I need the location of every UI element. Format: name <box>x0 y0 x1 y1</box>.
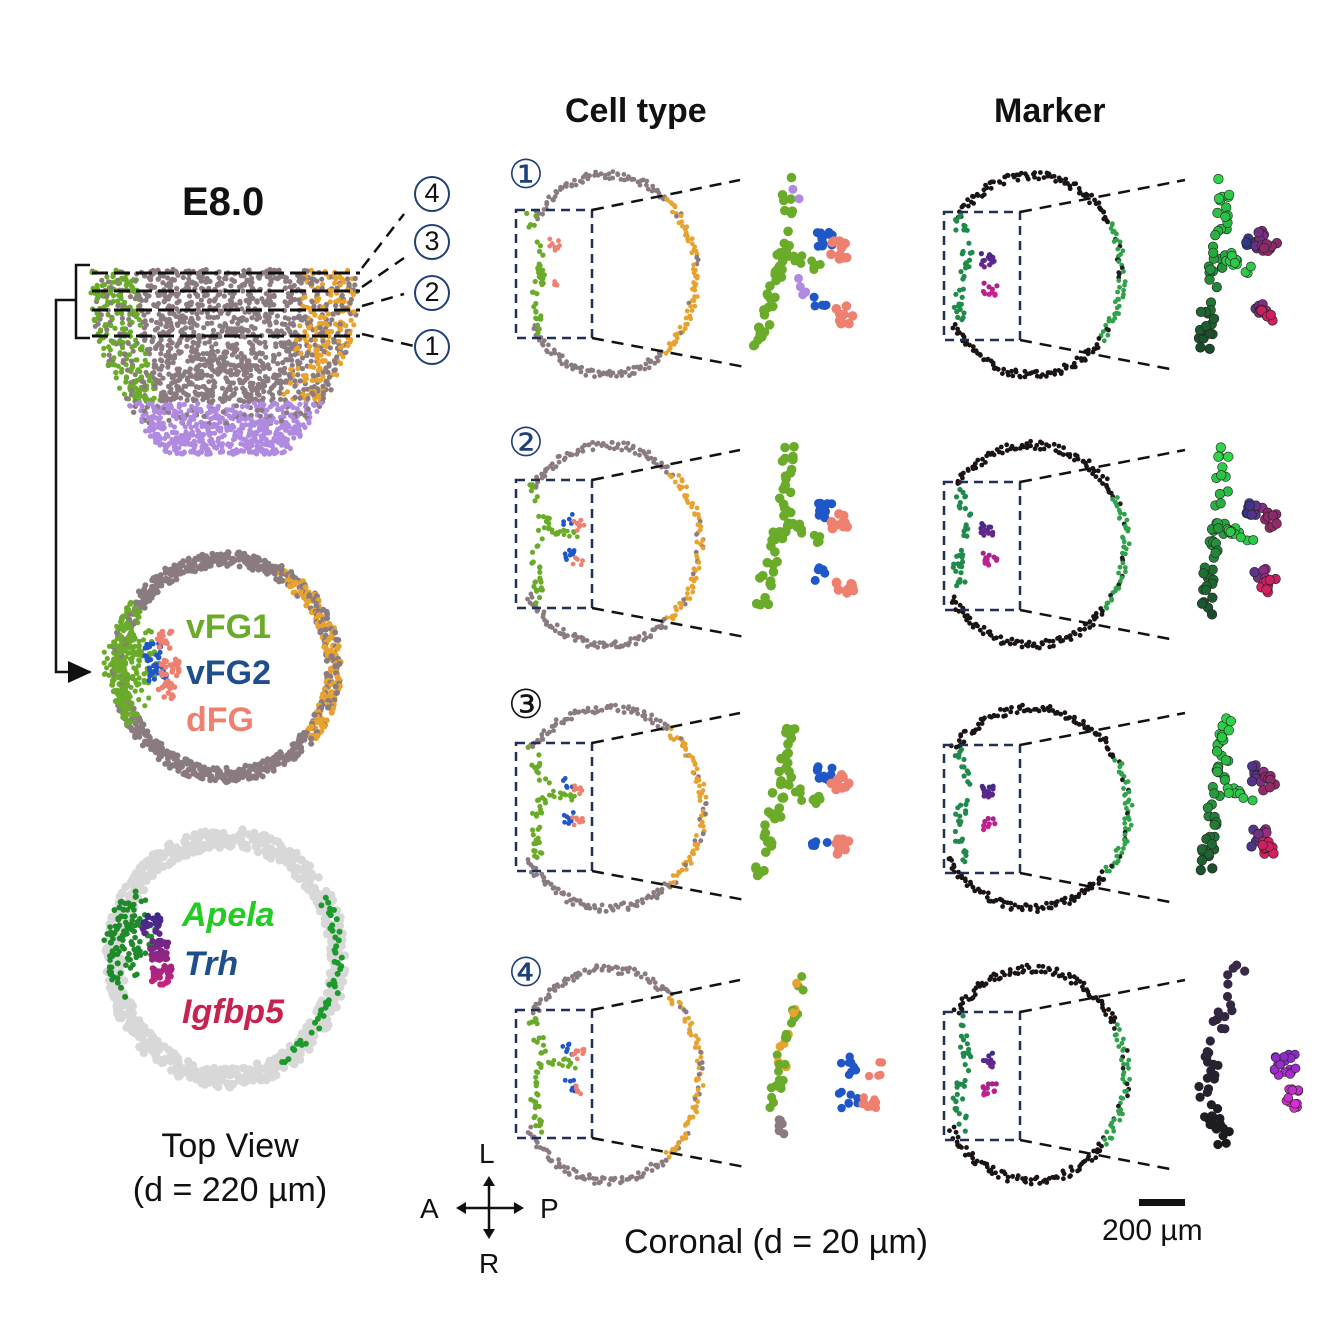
scale-bar-label: 200 µm <box>1102 1214 1203 1247</box>
legend-apela: Apela <box>182 896 275 934</box>
top-view-marker <box>101 825 350 1092</box>
slice-connector-2 <box>361 292 405 308</box>
coronal-caption: Coronal (d = 20 µm) <box>624 1223 928 1261</box>
coronal-cell-type-section-2 <box>525 440 706 650</box>
legend-vfg2: vFG2 <box>186 654 272 692</box>
marker-zoom-1 <box>1193 173 1282 355</box>
axis-label-anterior: A <box>420 1193 439 1224</box>
cell-type-inset-box-3 <box>514 741 594 873</box>
section-number-2: ② <box>508 421 544 465</box>
coronal-cell-type-section-1 <box>524 169 701 380</box>
cell-type-inset-box-1 <box>514 208 594 340</box>
top-view-caption: Top View (d = 220 µm) <box>100 1124 360 1212</box>
stage-label: E8.0 <box>182 180 265 224</box>
marker-zoom-line-bottom-3 <box>1019 871 1176 905</box>
marker-zoom-4 <box>1194 960 1304 1150</box>
scale-bar <box>1139 1199 1185 1206</box>
marker-inset-box-3 <box>942 743 1022 875</box>
cell-type-column-title: Cell type <box>565 92 707 130</box>
marker-zoom-line-bottom-2 <box>1019 608 1176 642</box>
bracket-arrow-line <box>54 263 90 674</box>
section-number-3: ③ <box>508 683 544 727</box>
marker-zoom-line-bottom-4 <box>1019 1138 1176 1172</box>
axis-label-posterior: P <box>540 1193 559 1224</box>
axis-label-left: L <box>479 1138 495 1169</box>
cell-type-zoom-line-top-1 <box>591 178 741 212</box>
coronal-marker-section-2 <box>949 438 1132 651</box>
cell-type-zoom-3 <box>751 723 854 881</box>
top-view-title: Top View <box>161 1127 299 1165</box>
marker-zoom-line-top-4 <box>1019 978 1186 1014</box>
coronal-marker-section-4 <box>947 962 1132 1187</box>
orientation-cross <box>460 1180 520 1235</box>
section-number-4: ④ <box>508 951 544 995</box>
slice-marker-2: 2 <box>414 275 450 311</box>
top-view-thickness: (d = 220 µm) <box>132 1171 328 1209</box>
legend-vfg1: vFG1 <box>186 608 272 646</box>
cell-type-zoom-1 <box>749 172 858 351</box>
marker-zoom-line-top-1 <box>1019 178 1186 214</box>
marker-zoom-3 <box>1195 713 1280 876</box>
slice-marker-3: 3 <box>414 224 450 260</box>
axis-label-right: R <box>479 1248 500 1279</box>
top-view-cell-type <box>101 549 344 786</box>
bracket-arrow-head <box>68 661 92 683</box>
slice-connector-1 <box>361 332 415 348</box>
cell-type-zoom-line-top-3 <box>591 711 741 745</box>
coronal-cell-type-section-3 <box>525 702 709 914</box>
marker-inset-box-2 <box>942 480 1022 612</box>
cell-type-zoom-line-top-2 <box>591 448 741 482</box>
marker-column-title: Marker <box>994 92 1106 130</box>
marker-zoom-line-bottom-1 <box>1019 338 1176 372</box>
legend-trh: Trh <box>184 945 239 983</box>
embryo-stack <box>88 266 360 457</box>
cell-type-zoom-line-bottom-3 <box>591 869 746 902</box>
marker-zoom-2 <box>1196 442 1282 620</box>
section-number-1: ① <box>508 153 544 197</box>
cell-type-zoom-line-bottom-2 <box>591 606 746 639</box>
cell-type-zoom-line-top-4 <box>591 978 741 1012</box>
cell-type-zoom-line-bottom-1 <box>591 336 746 369</box>
legend-dfg: dFG <box>186 701 254 739</box>
coronal-marker-section-3 <box>946 702 1135 915</box>
cell-type-zoom-2 <box>751 441 859 610</box>
coronal-marker-section-1 <box>950 170 1128 380</box>
slice-connector-3 <box>361 256 405 289</box>
cell-type-zoom-4 <box>765 972 887 1139</box>
marker-zoom-line-top-3 <box>1019 711 1186 747</box>
legend-igfbp5: Igfbp5 <box>182 993 284 1031</box>
slice-marker-4: 4 <box>414 176 450 212</box>
slice-marker-1: 1 <box>414 329 450 365</box>
cell-type-inset-box-2 <box>514 478 594 610</box>
cell-type-inset-box-4 <box>514 1008 594 1140</box>
slice-connector-4 <box>361 213 405 269</box>
marker-inset-box-4 <box>942 1010 1022 1142</box>
marker-zoom-line-top-2 <box>1019 448 1186 484</box>
marker-inset-box-1 <box>942 210 1022 342</box>
cell-type-zoom-line-bottom-4 <box>591 1136 746 1169</box>
